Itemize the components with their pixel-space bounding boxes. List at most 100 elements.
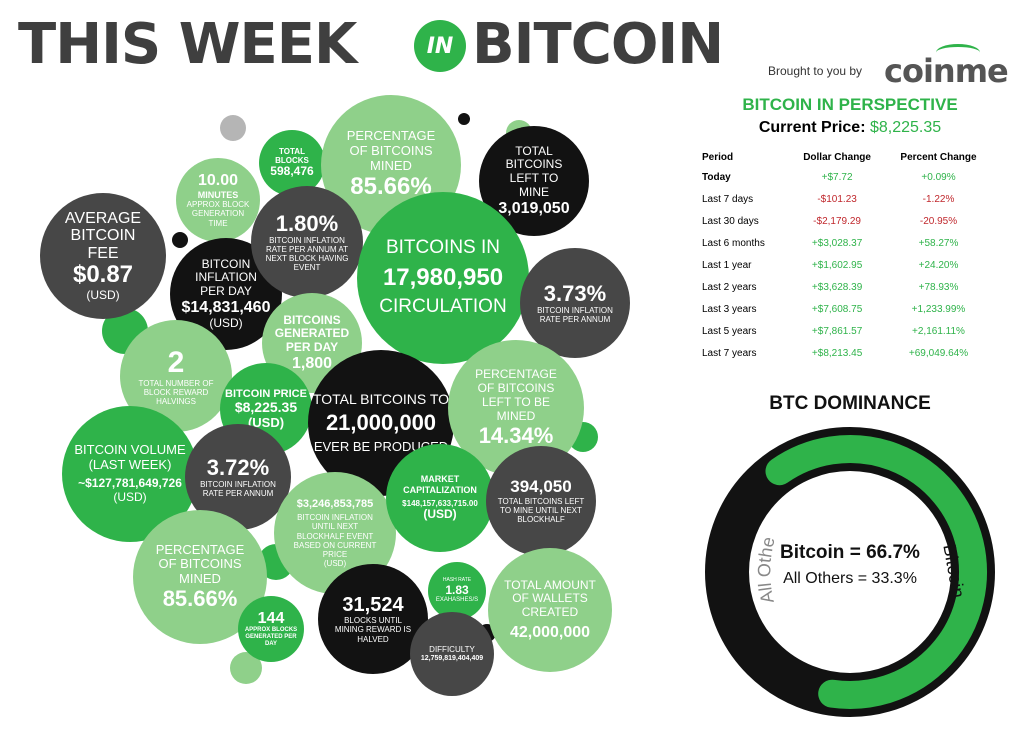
title-bitcoin: BITCOIN — [472, 12, 724, 77]
perspective-title: BITCOIN IN PERSPECTIVE — [742, 95, 958, 114]
percent-change-cell: +24.20% — [918, 259, 959, 271]
header: THIS WEEK IN BITCOIN Brought to you by c… — [18, 12, 1009, 91]
table-row: Today +$7.72 +0.09% — [700, 166, 992, 188]
block-time-value: 10.00 — [197, 172, 239, 190]
volume-value: ~$127,781,649,726 — [78, 476, 182, 491]
table-row: Last 5 years +$7,861.57 +2,161.11% — [700, 320, 992, 342]
halvings-caption: TOTAL NUMBER OF BLOCK REWARD HALVINGS — [138, 378, 214, 407]
dominance-bitcoin-text: Bitcoin = 66.7% — [780, 542, 920, 563]
dollar-change-cell: -$2,179.29 — [813, 215, 861, 227]
pct-left-value: 14.34% — [478, 422, 554, 448]
period-cell: Last 7 years — [702, 347, 757, 359]
table-header-row: Period Dollar Change Percent Change — [700, 149, 992, 166]
bubble-difficulty: DIFFICULTY 12,759,819,404,409 — [410, 612, 494, 696]
bubble-inflation-next-half: 1.80% BITCOIN INFLATION RATE PER ANNUM A… — [251, 186, 363, 298]
left-to-mine-value: 3,019,050 — [498, 199, 570, 217]
market-cap-value: $148,157,633,715.00 — [402, 498, 478, 508]
btc-price-label: BITCOIN PRICE — [225, 387, 307, 400]
inflation-rate-2-value: 3.72% — [206, 454, 270, 480]
total-ever-label-top: TOTAL BITCOINS TO — [312, 391, 450, 408]
decor-dot-black-2 — [172, 232, 188, 248]
block-time-label: MINUTES — [197, 189, 239, 200]
header-dollar-change: Dollar Change — [803, 152, 871, 163]
perspective-panel: BITCOIN IN PERSPECTIVE Current Price: $8… — [700, 95, 1000, 364]
blocks-per-day-value: 144 — [257, 609, 285, 627]
bubble-wallets: TOTAL AMOUNT OF WALLETS CREATED 42,000,0… — [488, 548, 612, 672]
period-cell: Today — [702, 171, 731, 183]
wallets-label: TOTAL AMOUNT OF WALLETS CREATED — [504, 577, 596, 620]
period-cell: Last 7 days — [702, 193, 754, 205]
avg-fee-value: $0.87 — [72, 261, 134, 289]
percent-change-cell: +1,233.99% — [911, 303, 966, 315]
total-ever-value: 21,000,000 — [325, 410, 437, 436]
pct-mined-bottom-label: PERCENTAGE OF BITCOINS MINED — [155, 541, 245, 587]
period-cell: Last 3 years — [702, 303, 757, 315]
period-cell: Last 6 months — [702, 237, 765, 249]
header-percent-change: Percent Change — [900, 152, 977, 163]
bubble-pct-mined-bottom: PERCENTAGE OF BITCOINS MINED 85.66% — [133, 510, 267, 644]
pct-left-label: PERCENTAGE OF BITCOINS LEFT TO BE MINED — [475, 367, 557, 423]
dollar-change-cell: -$101.23 — [817, 193, 857, 205]
bubble-total-blocks: TOTAL BLOCKS 598,476 — [259, 130, 325, 196]
avg-fee-label: AVERAGE BITCOIN FEE — [64, 209, 142, 262]
left-until-half-caption: TOTAL BITCOINS LEFT TO MINE UNTIL NEXT B… — [497, 496, 585, 524]
difficulty-label: DIFFICULTY — [429, 645, 475, 655]
table-row: Last 7 years +$8,213.45 +69,049.64% — [700, 342, 992, 364]
percent-change-cell: -1.22% — [922, 193, 955, 205]
dominance-others-text: All Others = 33.3% — [783, 570, 917, 587]
avg-fee-unit: (USD) — [86, 287, 120, 302]
inflation-rate-value: 3.73% — [543, 280, 607, 306]
market-cap-unit: (USD) — [423, 507, 457, 522]
bubble-hash-rate: HASH RATE 1.83 EXAHASHES/S — [428, 562, 486, 620]
halvings-value: 2 — [167, 345, 185, 379]
dollar-change-cell: +$7,608.75 — [811, 303, 863, 315]
left-until-half-value: 394,050 — [510, 476, 572, 496]
decor-dot-black — [458, 113, 470, 125]
bubble-blocks-until-half: 31,524 BLOCKS UNTIL MINING REWARD IS HAL… — [318, 564, 428, 674]
decor-dot-grey — [220, 115, 246, 141]
circulation-value: 17,980,950 — [382, 263, 504, 291]
hash-rate-unit: EXAHASHES/S — [435, 597, 479, 604]
title-this-week: THIS WEEK — [18, 12, 357, 77]
period-cell: Last 30 days — [702, 215, 759, 227]
hash-rate-label: HASH RATE — [442, 576, 472, 583]
blocks-per-day-caption: APPROX BLOCKS GENERATED PER DAY — [244, 627, 298, 648]
percent-change-cell: +69,049.64% — [908, 347, 969, 359]
inflation-rate-2-caption: BITCOIN INFLATION RATE PER ANNUM — [200, 479, 276, 499]
total-blocks-value: 598,476 — [270, 164, 314, 179]
dollar-change-cell: +$3,028.37 — [811, 237, 863, 249]
inflation-usd-caption: BITCOIN INFLATION UNTIL NEXT BLOCKHALF E… — [293, 513, 377, 559]
dollar-change-cell: +$7,861.57 — [811, 325, 863, 337]
table-row: Last 30 days -$2,179.29 -20.95% — [700, 210, 992, 232]
dominance-donut-chart: All Others Bitcoin — [704, 426, 995, 717]
btc-price-unit: (USD) — [247, 414, 285, 430]
bubble-block-time: 10.00 MINUTES APPROX BLOCK GENERATION TI… — [176, 158, 260, 242]
table-row: Last 7 days -$101.23 -1.22% — [700, 188, 992, 210]
percent-change-cell: +0.09% — [921, 171, 956, 183]
hash-rate-value: 1.83 — [445, 582, 469, 597]
period-cell: Last 2 years — [702, 281, 757, 293]
generated-per-day-value: 1,800 — [291, 354, 333, 372]
percent-change-cell: +58.27% — [918, 237, 959, 249]
table-row: Last 6 months +$3,028.37 +58.27% — [700, 232, 992, 254]
dollar-change-cell: +$3,628.39 — [811, 281, 863, 293]
dollar-change-cell: +$8,213.45 — [811, 347, 863, 359]
blocks-until-half-caption: BLOCKS UNTIL MINING REWARD IS HALVED — [334, 616, 412, 644]
dollar-change-cell: +$1,602.95 — [811, 259, 863, 271]
bubble-circulation: BITCOINS IN 17,980,950 CIRCULATION — [357, 192, 529, 364]
inflation-next-half-caption: BITCOIN INFLATION RATE PER ANNUM AT NEXT… — [265, 235, 349, 273]
inflation-per-day-label: BITCOIN INFLATION PER DAY — [195, 256, 257, 299]
table-row: Last 2 years +$3,628.39 +78.93% — [700, 276, 992, 298]
period-cell: Last 5 years — [702, 325, 757, 337]
block-time-caption: APPROX BLOCK GENERATION TIME — [186, 200, 250, 228]
bubble-left-to-mine: TOTAL BITCOINS LEFT TO MINE 3,019,050 — [479, 126, 589, 236]
inflation-usd-unit: (USD) — [323, 559, 347, 569]
bubble-left-until-half: 394,050 TOTAL BITCOINS LEFT TO MINE UNTI… — [486, 446, 596, 556]
inflation-per-day-value: $14,831,460 — [181, 299, 271, 316]
bubble-inflation-usd: $3,246,853,785 BITCOIN INFLATION UNTIL N… — [274, 472, 396, 594]
blocks-until-half-value: 31,524 — [342, 594, 404, 617]
bubble-average-fee: AVERAGE BITCOIN FEE $0.87 (USD) — [40, 193, 166, 319]
header-period: Period — [702, 152, 734, 163]
performance-table: Period Dollar Change Percent Change Toda… — [700, 149, 992, 364]
generated-per-day-label: BITCOINS GENERATED PER DAY — [274, 312, 350, 355]
